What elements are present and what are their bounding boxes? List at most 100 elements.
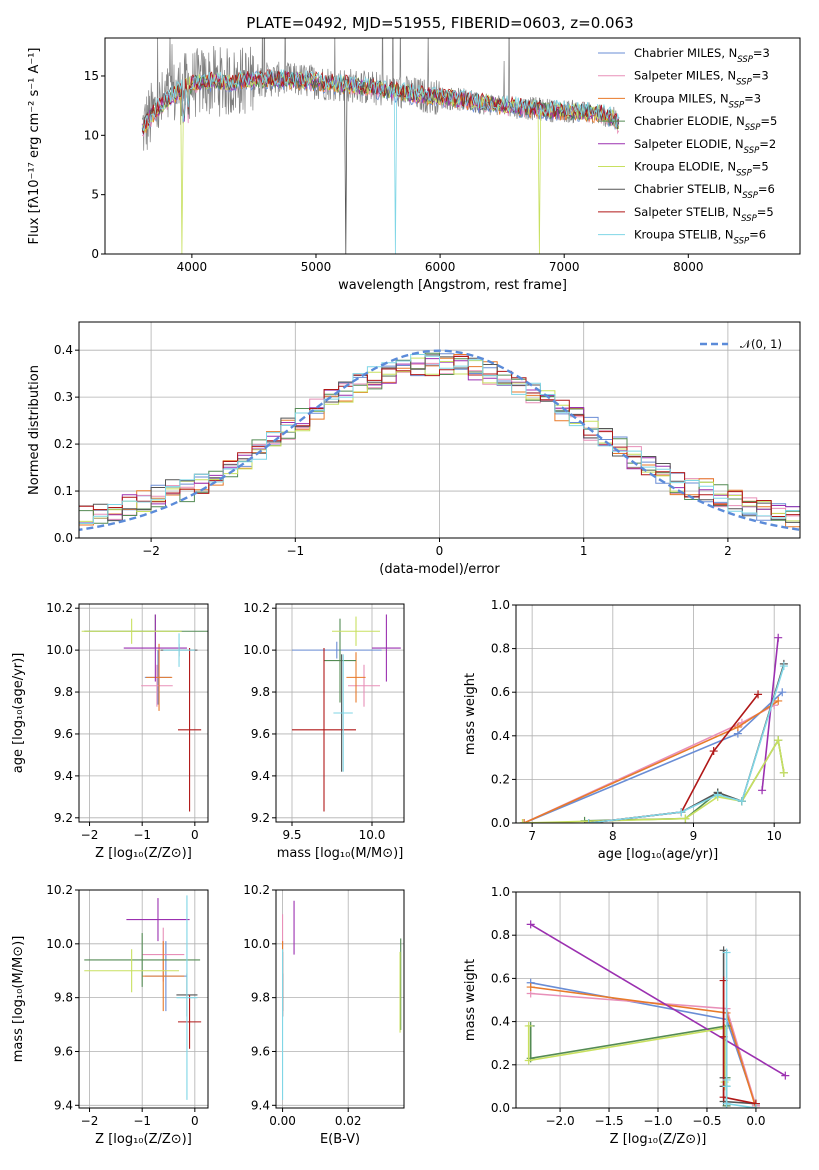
age-vs-Z-frame: [78, 603, 209, 823]
spectrum-xtick-label: 5000: [301, 260, 332, 274]
weight-vs-Z-series-line: [527, 1025, 726, 1087]
residuals-ytick: 0.1: [54, 484, 79, 498]
residuals-xtick-label: −2: [142, 544, 160, 558]
weight-vs-Z-frame-group: −2.0 −1.5 −1.0 −0.5 0.0 0.0 0.2 0.4 0.6 0.8 1.0 Z […: [463, 885, 801, 1147]
spectrum-xtick: 4000: [177, 254, 207, 274]
mass-vs-Z-xtick-label: −1: [133, 1114, 151, 1128]
weight-vs-Z-point: [524, 1021, 533, 1030]
spectrum-xlabel: wavelength [Angstrom, rest frame]: [338, 278, 567, 293]
legend-label: Salpeter ELODIE, NSSP=2: [634, 137, 776, 156]
age-vs-mass-xtick: 9.5: [282, 822, 302, 842]
mass-vs-Z-xtick: −2: [81, 1108, 98, 1128]
age-vs-Z-errorbar: [123, 614, 187, 682]
spectrum-ytick: 15: [84, 69, 105, 83]
age-vs-Z-ytick-label: 9.6: [54, 727, 73, 741]
weight-vs-age-point: [774, 633, 783, 642]
age-vs-mass-xtick: 10.0: [359, 822, 385, 842]
weight-vs-age-series-line: [588, 693, 759, 823]
age-vs-Z-axes: [79, 604, 208, 822]
weight-vs-age-xlabel: age [log₁₀(age/yr)]: [598, 847, 719, 862]
age-vs-mass-xtick-label: 9.5: [282, 828, 301, 842]
mass-vs-Z-ytick: 9.8: [54, 991, 79, 1005]
weight-vs-age-series-line: [522, 737, 785, 823]
mass-vs-ebv-ytick-label: 10.2: [243, 883, 270, 897]
spectrum-xtick-label: 8000: [673, 260, 704, 274]
weight-vs-age-point: [584, 819, 593, 823]
weight-vs-Z-ytick: 0.4: [491, 1015, 516, 1029]
weight-vs-Z-point: [751, 1104, 760, 1108]
weight-vs-age-xtick-label: 8: [609, 829, 617, 843]
weight-vs-age-xtick-label: 10: [767, 829, 782, 843]
weight-vs-age-point: [774, 696, 783, 705]
weight-vs-age-xtick: 7: [528, 823, 536, 843]
weight-vs-Z-ytick-label: 0.4: [491, 1015, 510, 1029]
residual-histogram: [79, 356, 800, 520]
mass-vs-ebv-xtick: 0.00: [269, 1108, 296, 1128]
mass-vs-Z-errorbar: [142, 941, 185, 1012]
age-vs-Z-ytick-label: 10.2: [46, 601, 73, 615]
spectrum-legend: Chabrier MILES, NSSP=3 Salpeter MILES, NS…: [598, 46, 777, 247]
weight-vs-Z-point: [722, 1082, 731, 1091]
mass-vs-Z-xtick-label: 0: [191, 1114, 199, 1128]
mass-vs-Z-ytick: 9.4: [54, 1098, 79, 1112]
mass-vs-Z-xlabel: Z [log₁₀(Z/Z⊙)]: [95, 1132, 192, 1147]
residuals-xtick-label: −1: [286, 544, 304, 558]
spectrum-xtick: 7000: [549, 254, 580, 274]
residuals-ytick: 0.4: [54, 343, 79, 357]
weight-vs-Z-series-line: [722, 980, 757, 1105]
spectrum-xtick-label: 6000: [425, 260, 456, 274]
spectrum-ylabel: Flux [fλ10⁻¹⁷ erg cm⁻² s⁻¹ A⁻¹]: [27, 48, 42, 245]
mass-vs-ebv-ytick: 9.4: [251, 1098, 276, 1112]
weight-vs-Z-point: [526, 983, 535, 992]
weight-vs-age-ytick: 0.2: [491, 772, 516, 786]
mass-vs-Z-ytick: 9.6: [54, 1044, 79, 1058]
age-vs-Z-ytick: 9.4: [54, 769, 79, 783]
mass-vs-Z-errorbar: [176, 895, 198, 1100]
mass-vs-ebv-ytick-label: 9.8: [251, 991, 270, 1005]
mass-vs-Z-ytick-label: 9.4: [54, 1098, 73, 1112]
weight-vs-Z-point: [722, 948, 731, 957]
weight-vs-age-point: [713, 790, 722, 799]
weight-vs-age-series-line: [588, 665, 785, 823]
age-vs-mass-ytick-label: 10.0: [243, 643, 270, 657]
age-vs-mass-ytick: 9.2: [251, 811, 276, 825]
spectrum-xtick: 6000: [425, 254, 456, 274]
residuals-plot-area: [79, 349, 800, 532]
weight-vs-Z-ytick-label: 0.8: [491, 928, 510, 942]
weight-vs-age-point: [774, 736, 783, 745]
age-vs-mass-frame: [275, 603, 405, 823]
spectrum-model-line: [141, 69, 620, 254]
spectrum-frame: [104, 37, 801, 255]
weight-vs-age-plot-area: [518, 633, 788, 823]
age-vs-mass-frame-group: 9.5 10.0 9.2 9.4 9.6 9.8 10.0 10.2 mass [log₁₀(M…: [243, 601, 405, 861]
weight-vs-Z-ytick-label: 0.2: [491, 1058, 510, 1072]
weight-vs-age-point: [737, 797, 746, 806]
age-vs-mass-ytick-label: 9.8: [251, 685, 270, 699]
age-vs-mass-ytick: 9.6: [251, 727, 276, 741]
weight-vs-age-point: [754, 690, 763, 699]
mass-vs-Z-ytick: 10.2: [46, 883, 79, 897]
weight-vs-Z-xtick-label: 0.0: [746, 1114, 765, 1128]
legend-label: Salpeter MILES, NSSP=3: [634, 69, 769, 88]
mass-vs-Z-errorbar: [84, 949, 180, 993]
weight-vs-Z-series-line: [530, 992, 757, 1107]
age-vs-mass-errorbar: [332, 616, 380, 646]
age-vs-Z-ytick-label: 9.8: [54, 685, 73, 699]
residuals-xtick-label: 1: [580, 544, 588, 558]
mass-vs-ebv-xtick-label: 0.00: [269, 1114, 296, 1128]
age-vs-Z-xtick-label: −1: [133, 828, 151, 842]
spectrum-xtick-label: 7000: [549, 260, 580, 274]
age-vs-mass-ytick: 10.0: [243, 643, 276, 657]
normal-curve: [79, 349, 800, 532]
age-vs-Z-ytick: 10.0: [46, 643, 79, 657]
spectrum-ytick: 10: [84, 128, 105, 142]
weight-vs-age-xtick-label: 9: [690, 829, 698, 843]
mass-vs-Z-plot-area: [84, 895, 202, 1100]
mass-vs-Z-frame-group: −2 −1 0 9.4 9.6 9.8 10.0 10.2 Z [log₁₀(Z/Z⊙)] mas…: [11, 883, 209, 1147]
mass-vs-Z-errorbar: [177, 994, 202, 1049]
weight-vs-age-ytick: 1.0: [491, 598, 516, 612]
spectrum-xtick: 5000: [301, 254, 332, 274]
legend-label: Salpeter STELIB, NSSP=5: [634, 205, 774, 224]
weight-vs-Z-xtick: −2.0: [545, 1108, 575, 1128]
